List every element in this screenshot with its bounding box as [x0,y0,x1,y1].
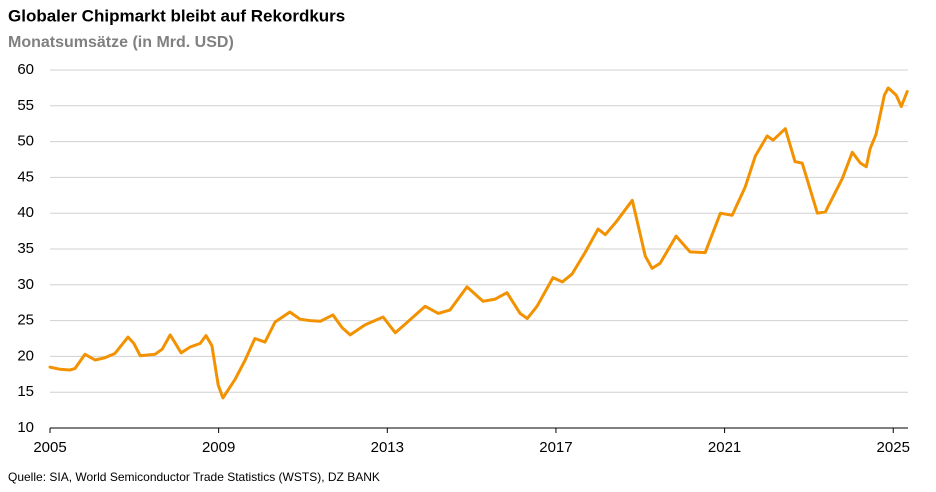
source: Quelle: SIA, World Semiconductor Trade S… [8,470,380,484]
y-tick-label: 20 [17,347,34,364]
y-tick-label: 25 [17,312,34,329]
x-tick-label: 2013 [371,439,404,456]
x-tick-label: 2025 [877,439,910,456]
y-tick-label: 40 [17,204,34,221]
x-tick-label: 2017 [539,439,572,456]
y-tick-label: 55 [17,97,34,114]
y-tick-label: 10 [17,419,34,436]
y-tick-label: 60 [17,61,34,78]
x-tick-label: 2021 [708,439,741,456]
chart-subtitle: Monatsumsätze (in Mrd. USD) [8,34,234,51]
y-tick-label: 35 [17,240,34,257]
y-tick-label: 30 [17,276,34,293]
line-series [48,86,909,400]
y-tick-label: 50 [17,133,34,150]
chart-title: Globaler Chipmarkt bleibt auf Rekordkurs [8,6,345,25]
x-tick-label: 2005 [33,439,66,456]
y-tick-label: 15 [17,383,34,400]
x-tick-label: 2009 [202,439,235,456]
y-tick-label: 45 [17,168,34,185]
